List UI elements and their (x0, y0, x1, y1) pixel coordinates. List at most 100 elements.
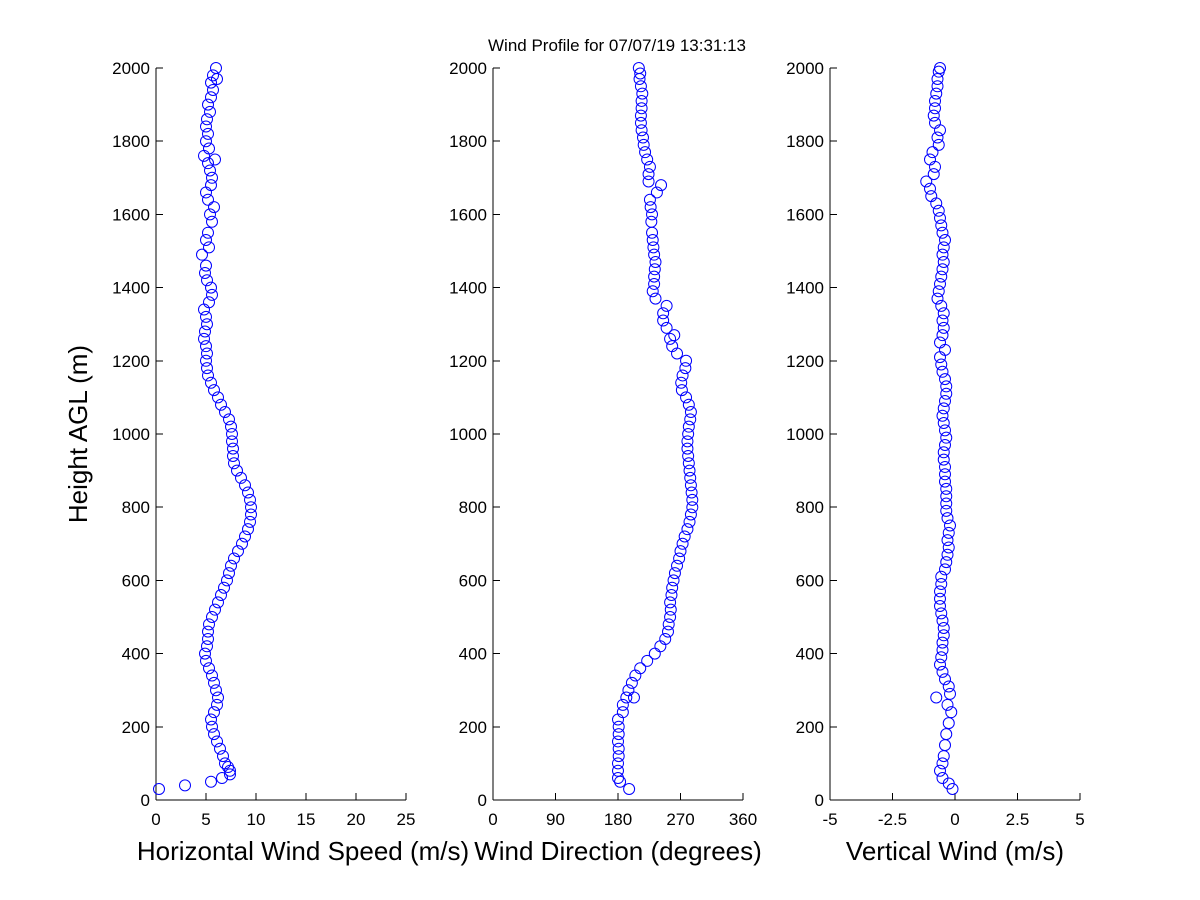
direction-data-point (616, 698, 629, 711)
vertical-data-point (939, 475, 951, 488)
vertical-data-points (920, 62, 959, 796)
direction-data-point (666, 581, 679, 594)
direction-y-tick-label: 2000 (449, 59, 487, 78)
vertical-data-point (941, 548, 954, 561)
speed-data-point (214, 742, 226, 755)
speed-data-point (208, 384, 220, 397)
speed-data-point (216, 772, 228, 785)
vertical-data-point (934, 764, 946, 777)
vertical-data-point (937, 621, 950, 634)
direction-y-tick-label: 800 (459, 498, 487, 517)
vertical-y-tick-label: 0 (815, 791, 824, 810)
direction-data-point (678, 530, 691, 543)
speed-data-point (203, 662, 215, 675)
direction-y-tick-label: 1200 (449, 352, 487, 371)
direction-y-tick-label: 200 (459, 718, 487, 737)
speed-x-tick-label: 10 (247, 810, 266, 829)
direction-data-point (616, 706, 629, 719)
vertical-data-point (927, 168, 940, 181)
speed-data-point (201, 362, 213, 375)
direction-x-tick-label: 90 (546, 810, 565, 829)
speed-data-point (236, 537, 248, 550)
vertical-data-point (931, 72, 944, 85)
vertical-data-point (935, 578, 948, 591)
direction-data-point (671, 559, 684, 572)
vertical-data-point (936, 757, 949, 770)
speed-data-point (209, 153, 221, 166)
vertical-y-tick-label: 2000 (786, 59, 824, 78)
direction-data-point (679, 362, 692, 375)
vertical-data-point (932, 138, 945, 151)
direction-data-point (632, 62, 645, 74)
speed-data-point (179, 779, 191, 792)
vertical-data-point (936, 643, 949, 656)
direction-data-point (612, 757, 624, 770)
vertical-data-point (925, 190, 938, 203)
direction-data-point (635, 94, 648, 107)
direction-data-point (623, 783, 636, 796)
speed-data-point (242, 486, 254, 499)
vertical-data-point (934, 585, 946, 598)
speed-data-point (245, 501, 257, 514)
speed-data-point (201, 640, 213, 653)
direction-data-point (674, 545, 687, 558)
direction-data-point (645, 215, 658, 228)
direction-data-point (684, 479, 697, 492)
speed-data-point (205, 91, 217, 104)
direction-data-point (668, 329, 681, 342)
vertical-data-point (936, 636, 949, 649)
vertical-x-tick-label: 5 (1075, 810, 1084, 829)
speed-data-point (211, 698, 223, 711)
direction-data-point (648, 277, 661, 290)
speed-data-point (232, 545, 244, 558)
vertical-y-tick-label: 1000 (786, 425, 824, 444)
vertical-data-point (936, 263, 949, 276)
vertical-data-point (934, 600, 946, 613)
vertical-data-point (941, 512, 954, 525)
speed-data-point (239, 530, 251, 543)
direction-x-tick-label: 0 (488, 810, 497, 829)
speed-data-point (205, 713, 217, 726)
speed-data-point (231, 464, 243, 477)
speed-data-point (208, 201, 220, 214)
vertical-data-point (936, 772, 949, 785)
vertical-data-point (942, 680, 955, 693)
vertical-data-point (942, 541, 955, 554)
speed-data-point (200, 310, 212, 323)
speed-data-point (200, 259, 212, 272)
vertical-data-point (934, 336, 946, 349)
speed-data-point (228, 457, 240, 470)
speed-data-point (215, 398, 227, 411)
direction-data-point (682, 420, 695, 433)
vertical-data-point (937, 417, 950, 430)
direction-data-point (655, 179, 668, 192)
speed-data-point (245, 508, 257, 521)
speed-data-point (210, 684, 222, 697)
speed-data-point (205, 179, 217, 192)
direction-y-tick-label: 1800 (449, 132, 487, 151)
vertical-data-point (936, 226, 949, 239)
speed-data-points (153, 62, 257, 796)
vertical-y-tick-label: 600 (796, 571, 824, 590)
vertical-data-point (944, 519, 956, 532)
speed-data-point (199, 266, 211, 279)
vertical-data-point (932, 204, 945, 217)
vertical-data-point (937, 629, 950, 642)
speed-data-point (218, 581, 230, 594)
direction-y-tick-label: 0 (478, 791, 487, 810)
direction-data-point (683, 464, 696, 477)
vertical-data-point (935, 270, 948, 283)
speed-y-tick-label: 1200 (112, 352, 150, 371)
vertical-data-point (934, 277, 946, 290)
speed-y-tick-label: 2000 (112, 59, 150, 78)
vertical-data-point (935, 299, 948, 312)
speed-data-point (205, 775, 217, 788)
vertical-data-point (930, 87, 943, 100)
speed-y-tick-label: 1000 (112, 425, 150, 444)
speed-data-point (217, 750, 229, 763)
speed-data-point (202, 193, 214, 206)
direction-x-axis-label: Wind Direction (degrees) (474, 836, 762, 866)
vertical-data-point (931, 131, 944, 144)
direction-data-point (681, 442, 694, 455)
vertical-data-point (940, 490, 953, 503)
